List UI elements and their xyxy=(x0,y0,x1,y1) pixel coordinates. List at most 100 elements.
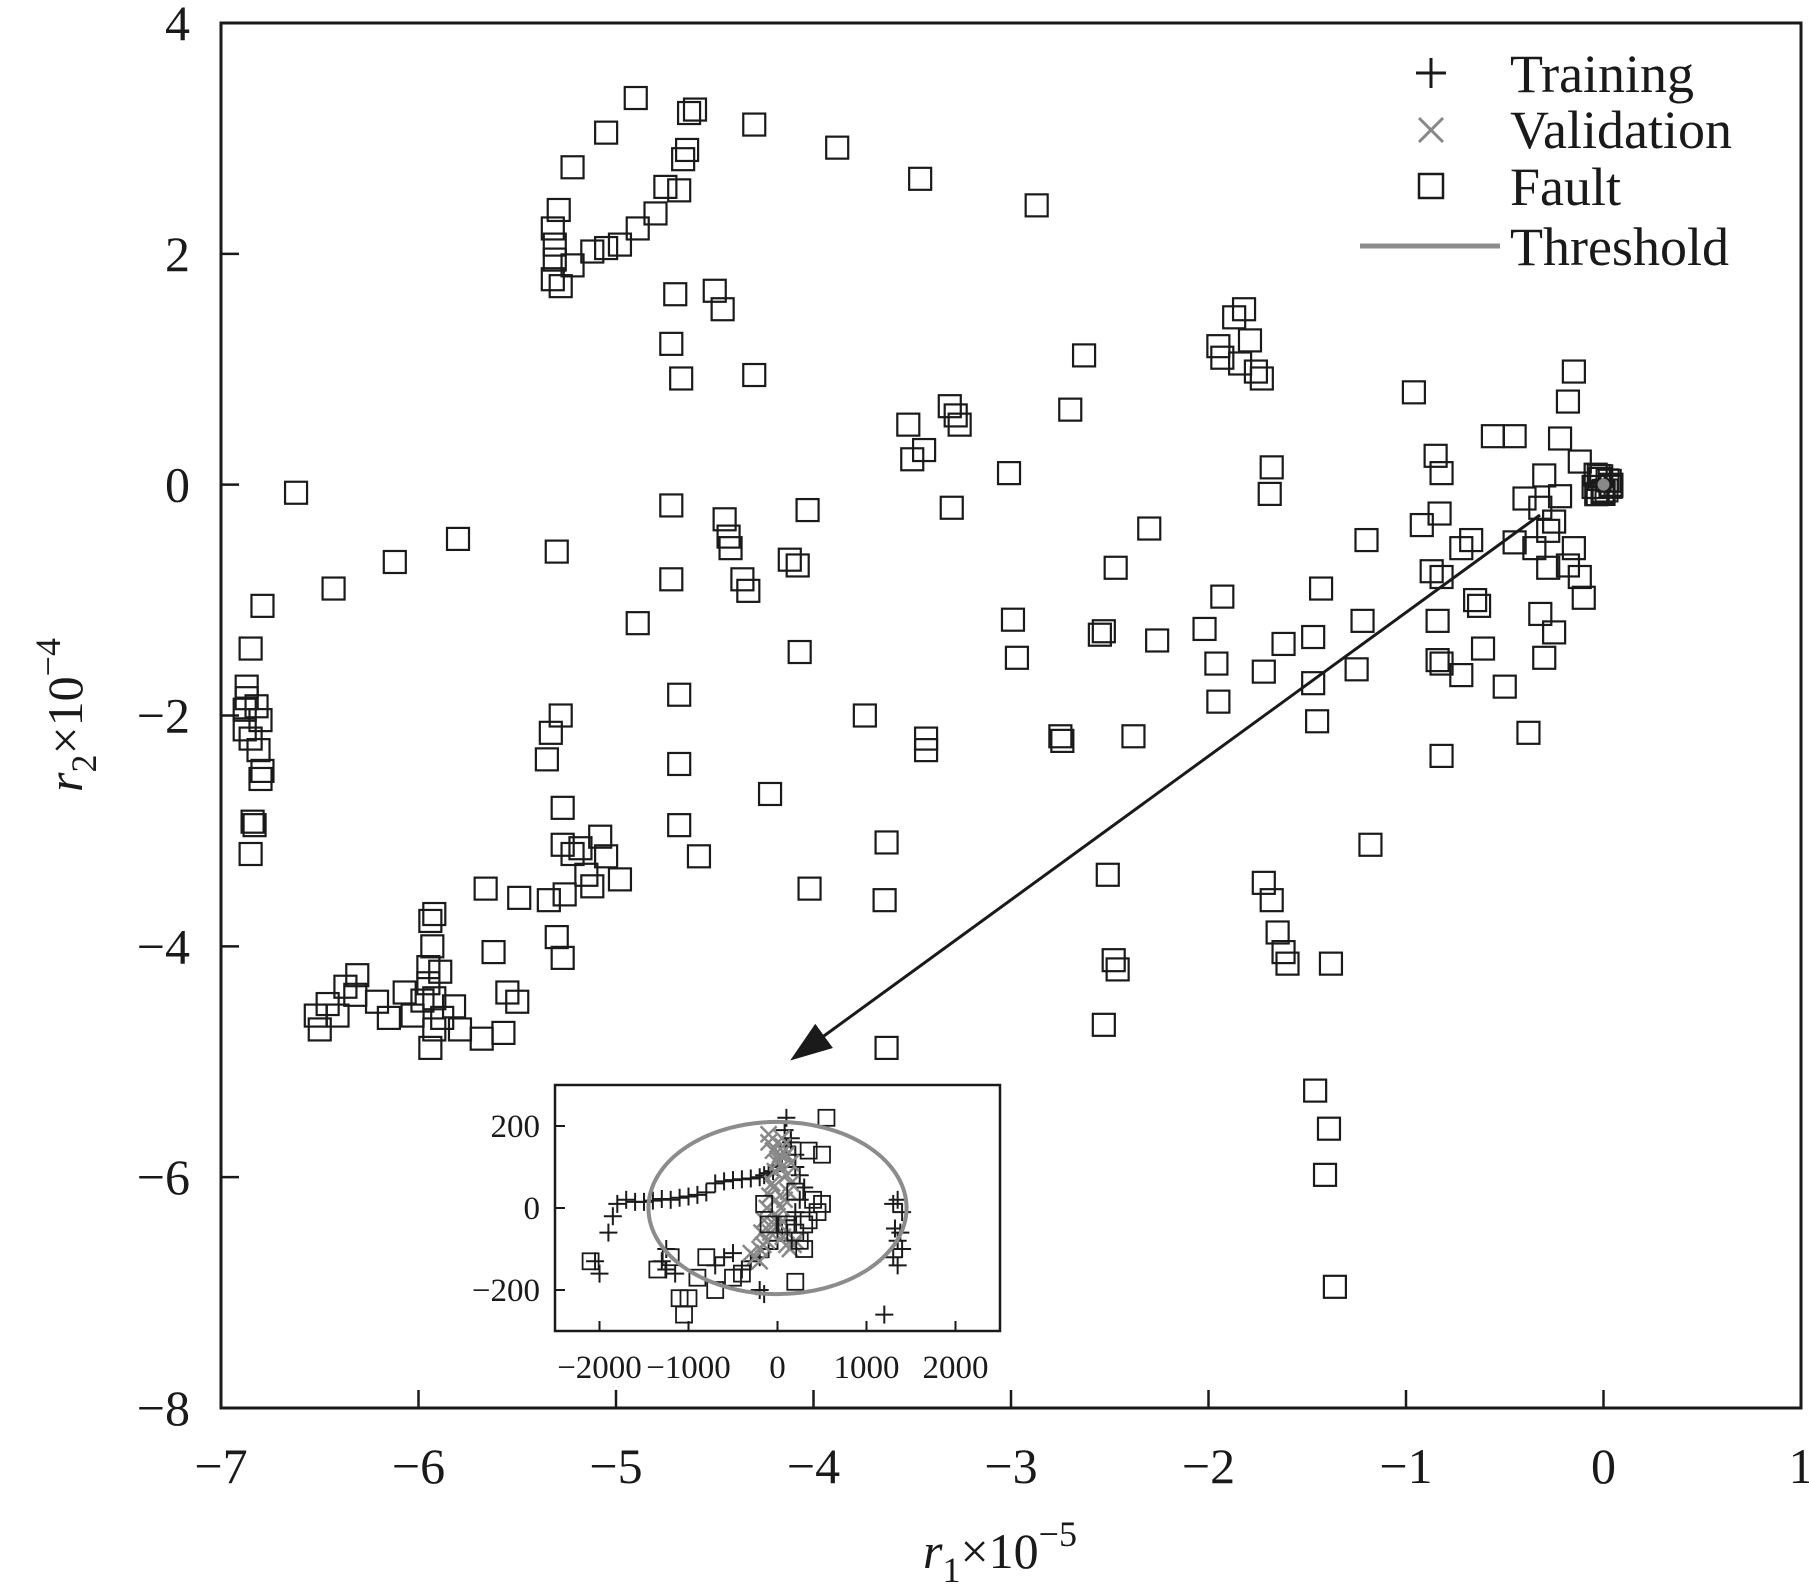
fault-markers xyxy=(232,85,1624,1299)
fault-point xyxy=(1137,516,1162,541)
inset-training-point xyxy=(781,1129,800,1148)
fault-point xyxy=(1401,380,1427,405)
fault-point xyxy=(1105,957,1130,982)
fault-point xyxy=(321,576,346,601)
fault-point xyxy=(896,412,921,437)
inset-x-tick-label: −1000 xyxy=(646,1350,731,1386)
inset-y-axis: 200 0 −200 xyxy=(472,1109,565,1309)
fault-point xyxy=(1251,659,1276,684)
x-tick-label: −6 xyxy=(392,1438,445,1494)
inset-training-point xyxy=(657,1260,676,1279)
inset-fault-point xyxy=(813,1145,831,1164)
inset-training-point xyxy=(884,1194,903,1213)
x-axis-title-exp: −5 xyxy=(1039,1514,1077,1554)
fault-point xyxy=(580,239,605,264)
fault-point xyxy=(1429,743,1454,768)
fault-point xyxy=(653,174,678,199)
fault-point xyxy=(795,497,820,523)
fault-point xyxy=(1466,593,1492,618)
inset-validation-point xyxy=(741,1244,760,1262)
fault-point xyxy=(246,738,271,763)
fault-point xyxy=(1222,305,1247,330)
fault-point xyxy=(481,940,506,965)
fault-point xyxy=(1259,455,1284,480)
fault-point xyxy=(544,539,569,564)
inset-training-point xyxy=(893,1240,912,1258)
fault-point xyxy=(757,781,783,807)
legend-marker-fault-square-icon xyxy=(1417,172,1445,200)
inset-training-point xyxy=(750,1281,769,1299)
fault-point xyxy=(1492,674,1517,699)
y-axis-title-exp: −4 xyxy=(28,638,68,676)
fault-point xyxy=(1429,564,1454,590)
fault-point xyxy=(1210,584,1235,609)
fault-point xyxy=(560,155,585,180)
fault-point xyxy=(1425,647,1450,673)
inset-validation-point xyxy=(773,1129,791,1148)
fault-point xyxy=(1358,832,1383,857)
fault-point xyxy=(238,636,263,661)
fault-point xyxy=(676,100,702,126)
fault-point xyxy=(428,959,453,984)
fault-point xyxy=(1259,888,1284,913)
y-axis: 4 2 0 −2 −4 −6 −8 xyxy=(137,0,239,1436)
fault-point xyxy=(418,1035,443,1061)
fault-point xyxy=(1204,651,1229,676)
fault-point xyxy=(1322,1274,1348,1299)
fault-point xyxy=(947,412,972,437)
x-axis-title: r1×10−5 xyxy=(923,1514,1077,1590)
inset-training-point xyxy=(715,1248,734,1267)
inset-training-point xyxy=(617,1190,636,1209)
fault-point xyxy=(1354,527,1379,553)
fault-point xyxy=(671,147,696,172)
fault-point xyxy=(1567,449,1592,474)
fault-point xyxy=(473,876,498,901)
fault-point xyxy=(552,882,577,907)
legend-label-training: Training xyxy=(1510,44,1694,104)
fault-point xyxy=(534,747,559,772)
fault-point xyxy=(1210,345,1235,370)
y-tick-label: −6 xyxy=(137,1149,190,1205)
fault-point xyxy=(507,885,532,910)
x-tick-label: −2 xyxy=(1182,1438,1235,1494)
fault-point xyxy=(1101,948,1126,973)
fault-point xyxy=(1000,607,1026,632)
fault-point xyxy=(1071,343,1097,368)
fault-point xyxy=(625,611,650,636)
inset-fault-point xyxy=(661,1248,680,1267)
fault-point xyxy=(536,888,561,913)
y-tick-label: −2 xyxy=(137,688,190,744)
fault-point xyxy=(643,201,668,226)
inset-training-point xyxy=(670,1188,689,1207)
fault-point xyxy=(1275,951,1300,976)
fault-point xyxy=(1528,601,1553,627)
fault-point xyxy=(682,97,708,122)
legend-label-fault: Fault xyxy=(1510,157,1621,217)
inset-training-point xyxy=(666,1264,685,1283)
inset-x-tick-label: 0 xyxy=(769,1350,786,1386)
y-axis-title-sub: 2 xyxy=(64,755,104,773)
fault-point xyxy=(1237,328,1263,353)
x-tick-label: −1 xyxy=(1379,1438,1432,1494)
fault-point xyxy=(238,841,263,867)
fault-point xyxy=(550,945,575,970)
fault-point xyxy=(667,682,692,707)
inset-training-point xyxy=(688,1185,707,1204)
fault-point xyxy=(250,593,275,618)
fault-point xyxy=(307,1017,332,1042)
fault-point xyxy=(1243,359,1269,384)
fault-point xyxy=(560,841,585,867)
fault-point xyxy=(1145,628,1170,653)
fault-point xyxy=(1251,870,1276,895)
fault-point xyxy=(1459,527,1484,553)
fault-point xyxy=(872,888,897,913)
fault-point xyxy=(491,1020,516,1045)
fault-point xyxy=(1449,536,1474,561)
fault-point xyxy=(1425,608,1450,633)
fault-point xyxy=(1555,389,1581,414)
fault-point xyxy=(1427,501,1452,526)
fault-point xyxy=(718,536,743,561)
fault-point xyxy=(659,567,684,592)
inset-training-point xyxy=(603,1207,622,1226)
fault-point xyxy=(594,844,619,869)
